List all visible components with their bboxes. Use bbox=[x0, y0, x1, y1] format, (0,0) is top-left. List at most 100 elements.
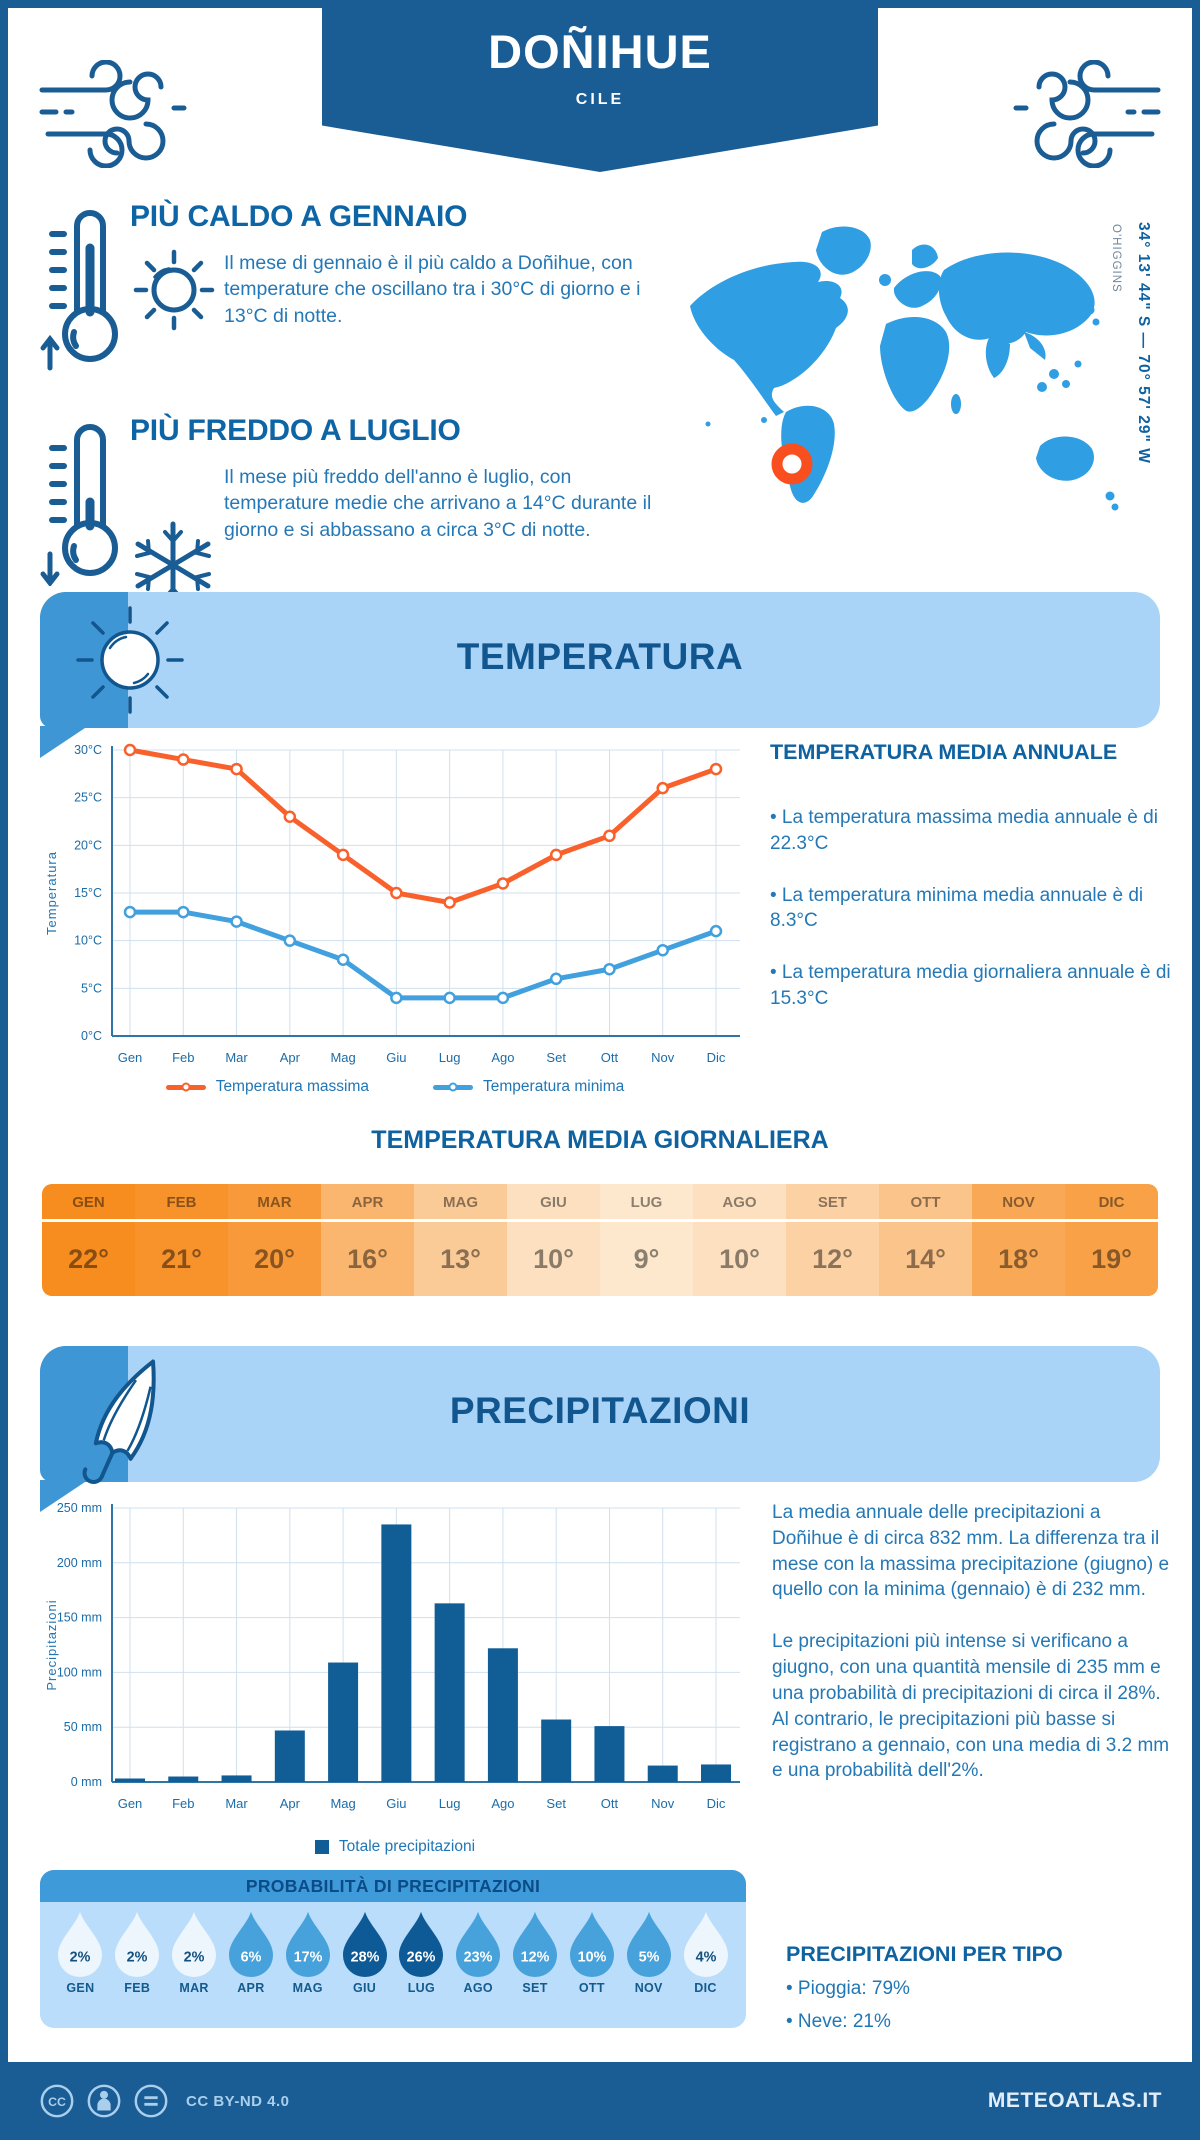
svg-text:Set: Set bbox=[546, 1796, 566, 1811]
svg-text:100 mm: 100 mm bbox=[57, 1665, 102, 1679]
precipitation-paragraph: Le precipitazioni più intense si verific… bbox=[772, 1631, 1170, 1782]
annual-bullet: • La temperatura media giornaliera annua… bbox=[770, 962, 1171, 1010]
svg-text:17%: 17% bbox=[293, 1950, 322, 1966]
thermometer-cold-icon bbox=[40, 424, 118, 586]
hottest-title: PIÙ CALDO A GENNAIO bbox=[130, 200, 468, 233]
svg-text:Mar: Mar bbox=[225, 1796, 248, 1811]
brand-label: METEOATLAS.IT bbox=[987, 2089, 1162, 2112]
license-label: CC BY-ND 4.0 bbox=[186, 2092, 290, 2110]
annual-bullet: • La temperatura massima media annuale è… bbox=[770, 807, 1158, 854]
legend-item: Temperatura massima bbox=[165, 1078, 369, 1096]
svg-text:Giu: Giu bbox=[386, 1050, 406, 1065]
svg-text:Precipitazioni: Precipitazioni bbox=[44, 1599, 59, 1690]
hottest-text: Il mese di gennaio è il più caldo a Doñi… bbox=[224, 252, 641, 327]
svg-text:Giu: Giu bbox=[386, 1796, 406, 1811]
raindrop-icon: 6% bbox=[228, 1911, 273, 1978]
svg-text:Dic: Dic bbox=[707, 1050, 726, 1065]
probability-drop: 5% NOV bbox=[623, 1910, 675, 1995]
probability-drops: 2% GEN 2% FEB 2% MAR 6% APR 17% MAG 28% GIU 26% LUG 23… bbox=[40, 1902, 746, 1995]
temperature-table-cell: GIU 10° bbox=[507, 1184, 600, 1296]
svg-text:Ott: Ott bbox=[601, 1050, 619, 1065]
precipitation-by-type-block: PRECIPITAZIONI PER TIPO • Pioggia: 79% •… bbox=[786, 1942, 1166, 2033]
coldest-text: Il mese più freddo dell'anno è luglio, c… bbox=[224, 466, 652, 541]
svg-text:Ago: Ago bbox=[491, 1050, 514, 1065]
raindrop-icon: 17% bbox=[285, 1911, 330, 1978]
svg-text:26%: 26% bbox=[407, 1950, 436, 1966]
svg-text:15°C: 15°C bbox=[74, 886, 102, 900]
probability-drop: 10% OTT bbox=[566, 1910, 618, 1995]
temperature-section-title: TEMPERATURA bbox=[456, 636, 744, 677]
raindrop-icon: 5% bbox=[626, 1911, 671, 1978]
svg-text:50 mm: 50 mm bbox=[64, 1720, 102, 1734]
probability-drop: 2% MAR bbox=[168, 1910, 220, 1995]
sun-icon bbox=[133, 249, 215, 331]
svg-text:20°C: 20°C bbox=[74, 838, 102, 852]
svg-text:23%: 23% bbox=[464, 1950, 493, 1966]
precipitation-section-banner: PRECIPITAZIONI bbox=[40, 1346, 1160, 1512]
svg-text:6%: 6% bbox=[241, 1950, 262, 1966]
svg-text:2%: 2% bbox=[127, 1950, 148, 1966]
probability-drop: 4% DIC bbox=[680, 1910, 732, 1995]
svg-text:Feb: Feb bbox=[172, 1050, 194, 1065]
svg-text:0 mm: 0 mm bbox=[71, 1775, 102, 1789]
svg-text:250 mm: 250 mm bbox=[57, 1501, 102, 1515]
precipitation-section-title: PRECIPITAZIONI bbox=[449, 1390, 751, 1431]
footer: CC CC BY-ND 4.0 METEOATLAS.IT bbox=[0, 2062, 1200, 2140]
svg-text:Gen: Gen bbox=[118, 1050, 143, 1065]
coldest-title: PIÙ FREDDO A LUGLIO bbox=[130, 414, 461, 447]
svg-text:200 mm: 200 mm bbox=[57, 1556, 102, 1570]
probability-drop: 6% APR bbox=[225, 1910, 277, 1995]
page-title: DOÑIHUE bbox=[488, 25, 712, 78]
daily-temperature-title: TEMPERATURA MEDIA GIORNALIERA bbox=[371, 1126, 829, 1154]
precipitation-text-block: La media annuale delle precipitazioni a … bbox=[772, 1500, 1176, 1784]
temperature-table-cell: MAR 20° bbox=[228, 1184, 321, 1296]
legend-item: Temperatura minima bbox=[433, 1078, 624, 1096]
svg-text:Set: Set bbox=[546, 1050, 566, 1065]
temperature-table-cell: GEN 22° bbox=[42, 1184, 135, 1296]
svg-text:Mag: Mag bbox=[330, 1050, 355, 1065]
svg-text:4%: 4% bbox=[695, 1950, 716, 1966]
precipitation-chart: 0 mm 50 mm 100 mm 150 mm 200 mm 250 mm Gen Feb M… bbox=[40, 1494, 750, 1824]
precipitation-paragraph: La media annuale delle precipitazioni a … bbox=[772, 1502, 1170, 1601]
svg-text:Mag: Mag bbox=[330, 1796, 355, 1811]
precipitation-chart-legend: Totale precipitazioni bbox=[40, 1838, 750, 1856]
raindrop-icon: 4% bbox=[683, 1911, 728, 1978]
svg-text:Mar: Mar bbox=[225, 1050, 248, 1065]
by-type-item: • Neve: 21% bbox=[786, 2011, 891, 2032]
temperature-table-cell: OTT 14° bbox=[879, 1184, 972, 1296]
temperature-table-cell: FEB 21° bbox=[135, 1184, 228, 1296]
temperature-table-cell: NOV 18° bbox=[972, 1184, 1065, 1296]
svg-text:25°C: 25°C bbox=[74, 791, 102, 805]
svg-text:Apr: Apr bbox=[280, 1796, 301, 1811]
raindrop-icon: 2% bbox=[58, 1911, 103, 1978]
raindrop-icon: 23% bbox=[456, 1911, 501, 1978]
temperature-table-cell: MAG 13° bbox=[414, 1184, 507, 1296]
cc-nd-icon bbox=[134, 2084, 168, 2118]
sun-banner-icon bbox=[76, 606, 184, 714]
temperature-table: GEN 22° FEB 21° MAR 20° APR 16° MAG 13° GIU 10° LUG 9… bbox=[42, 1184, 1158, 1296]
cc-icons: CC bbox=[38, 2082, 170, 2120]
page-subtitle: CILE bbox=[575, 91, 625, 108]
svg-text:Apr: Apr bbox=[280, 1050, 301, 1065]
by-type-title: PRECIPITAZIONI PER TIPO bbox=[786, 1942, 1063, 1966]
temperature-section-banner: TEMPERATURA bbox=[40, 592, 1160, 758]
annual-temperature-title: TEMPERATURA MEDIA ANNUALE bbox=[770, 740, 1118, 764]
probability-drop: 17% MAG bbox=[282, 1910, 334, 1995]
svg-text:Ott: Ott bbox=[601, 1796, 619, 1811]
world-map bbox=[690, 226, 1119, 511]
temperature-table-cell: AGO 10° bbox=[693, 1184, 786, 1296]
cc-icon: CC bbox=[40, 2084, 74, 2118]
wind-icon bbox=[1005, 60, 1161, 168]
svg-text:28%: 28% bbox=[350, 1950, 379, 1966]
probability-drop: 2% FEB bbox=[111, 1910, 163, 1995]
umbrella-icon bbox=[82, 1359, 156, 1484]
svg-text:Temperatura: Temperatura bbox=[44, 851, 59, 935]
header-banner: DOÑIHUE CILE bbox=[322, 0, 878, 172]
svg-text:CC: CC bbox=[48, 2095, 66, 2109]
temperature-chart-legend: Temperatura massima Temperatura minima bbox=[40, 1078, 750, 1096]
svg-text:Dic: Dic bbox=[707, 1796, 726, 1811]
probability-drop: 28% GIU bbox=[339, 1910, 391, 1995]
annual-temperature-block: TEMPERATURA MEDIA ANNUALE • La temperatu… bbox=[770, 740, 1176, 1012]
svg-text:10%: 10% bbox=[577, 1950, 606, 1966]
